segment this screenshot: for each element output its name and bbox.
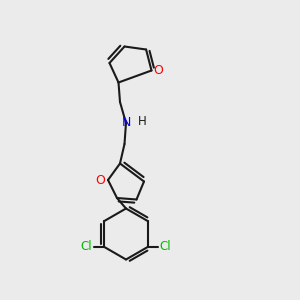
Text: O: O — [153, 64, 163, 77]
Text: H: H — [138, 115, 147, 128]
Text: O: O — [96, 173, 105, 187]
Text: Cl: Cl — [160, 240, 171, 253]
Text: Cl: Cl — [81, 240, 92, 253]
Text: N: N — [121, 116, 131, 130]
